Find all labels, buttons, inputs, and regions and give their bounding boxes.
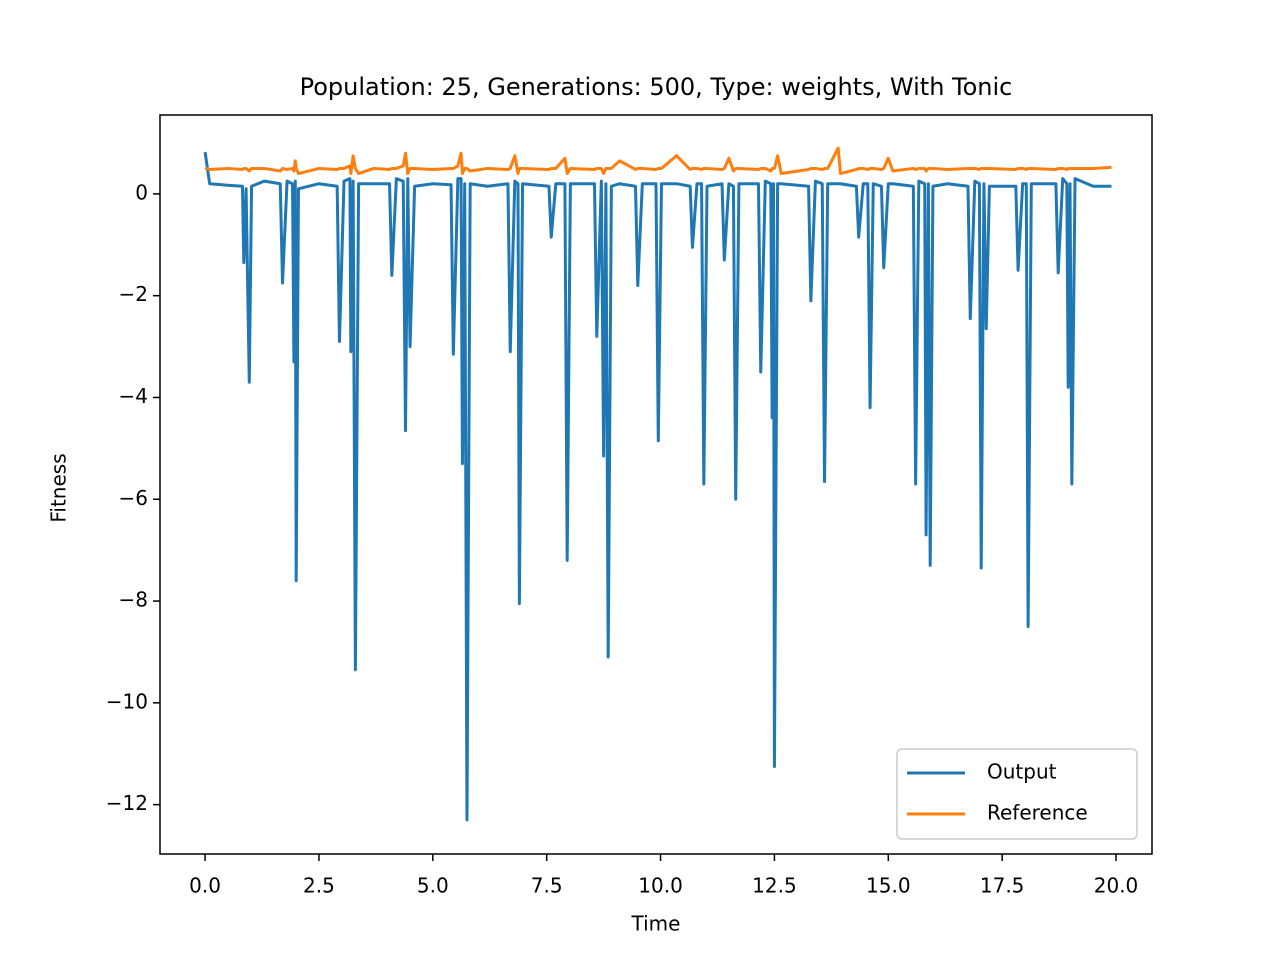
x-tick-label: 0.0 [189,874,221,898]
series-line [203,151,1112,822]
x-axis-label: Time [631,912,681,936]
x-tick-label: 7.5 [531,874,563,898]
plot-frame [159,114,1153,855]
x-tick-label: 17.5 [980,874,1025,898]
x-tick-label: 2.5 [303,874,335,898]
legend-label: Reference [987,801,1088,825]
chart-title: Population: 25, Generations: 500, Type: … [300,73,1013,101]
x-tick-label: 20.0 [1094,874,1139,898]
y-tick-label: −10 [106,689,148,713]
y-tick-label: −12 [106,791,148,815]
series-line [204,146,1112,176]
y-tick-label: 0 [135,180,148,204]
x-tick-label: 15.0 [866,874,911,898]
y-axis-label: Fitness [47,453,71,522]
legend-label: Output [987,760,1057,784]
y-tick-label: −4 [119,384,148,408]
y-tick-label: −6 [119,486,148,510]
y-tick-label: −2 [119,282,148,306]
x-tick-label: 12.5 [752,874,797,898]
y-tick-label: −8 [119,588,148,612]
x-tick-label: 5.0 [417,874,449,898]
x-tick-label: 10.0 [638,874,683,898]
